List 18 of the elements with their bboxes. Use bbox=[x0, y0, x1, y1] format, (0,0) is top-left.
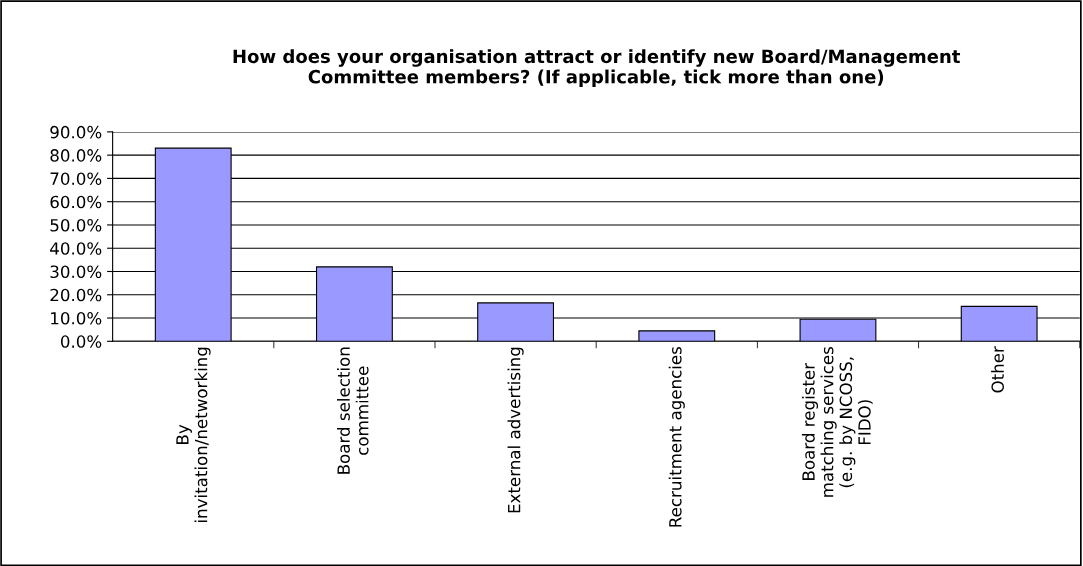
x-tick-label: By invitation/networking bbox=[176, 347, 211, 523]
y-tick-label: 90.0% bbox=[50, 125, 102, 139]
y-tick-label: 60.0% bbox=[50, 195, 102, 209]
y-tick-label: 40.0% bbox=[50, 242, 102, 255]
x-tick-label: Board selection committee bbox=[337, 347, 369, 474]
y-tick-label: 50.0% bbox=[50, 218, 102, 232]
y-tick-label: 30.0% bbox=[50, 265, 102, 279]
y-tick-label: 80.0% bbox=[50, 149, 102, 162]
y-tick-label: 10.0% bbox=[51, 311, 102, 325]
x-tick-label: Recruitment agencies bbox=[668, 346, 685, 527]
y-tick-label: 20.0% bbox=[50, 288, 102, 302]
x-tick-label: Board register matching services (e.g. by NCOSS, FIDO) bbox=[801, 346, 873, 497]
x-tick-label: Other bbox=[991, 346, 1004, 393]
x-tick-label: External advertising bbox=[507, 347, 524, 513]
y-tick-label: 0.0% bbox=[60, 335, 102, 348]
bar bbox=[638, 330, 716, 342]
y-tick-label: 70.0% bbox=[50, 172, 102, 185]
chart-title: How does your organisation attract or identify new Board/Management Committee members? (If applicable, tick more than one) bbox=[233, 49, 961, 88]
